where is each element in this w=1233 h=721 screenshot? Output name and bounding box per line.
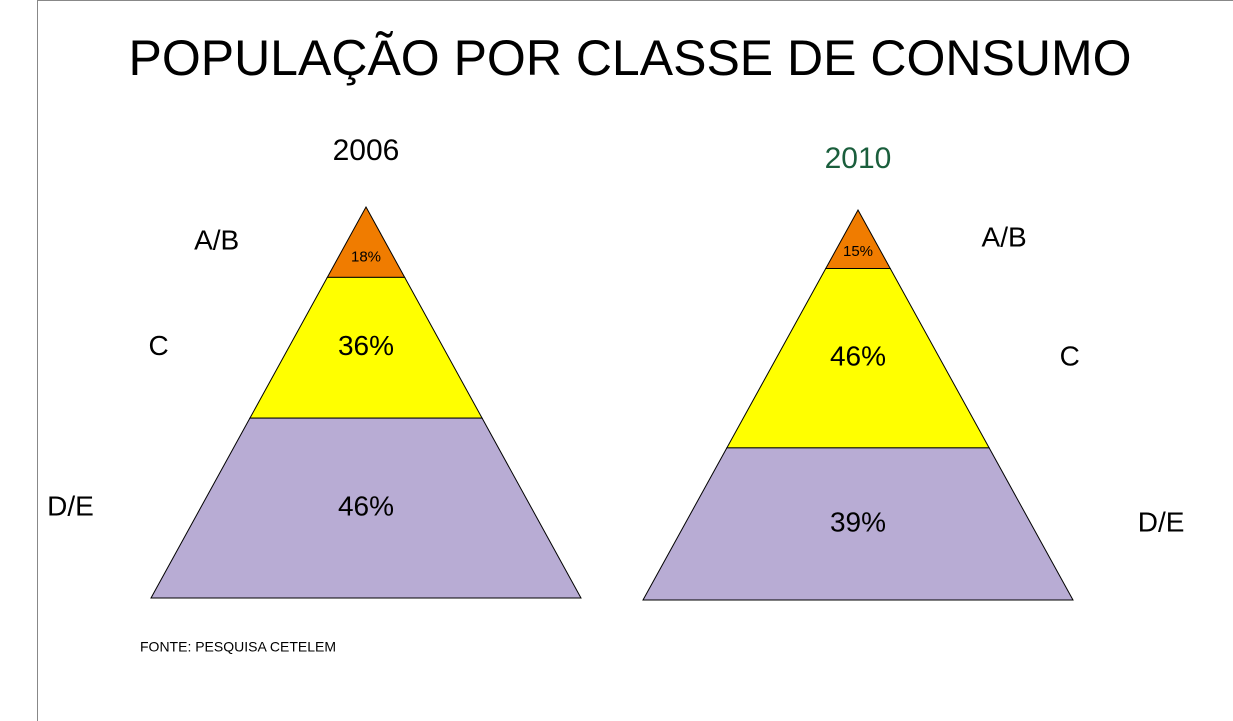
category-label: A/B (194, 225, 239, 256)
value-label: 39% (830, 506, 886, 537)
chart-title: 2006 (333, 134, 400, 167)
page-title: POPULAÇÃO POR CLASSE DE CONSUMO (128, 30, 1131, 86)
value-label: 36% (338, 330, 394, 361)
value-label: 18% (351, 249, 381, 266)
source: FONTE: PESQUISA CETELEM (140, 639, 336, 655)
category-label: C (148, 330, 168, 361)
pyramid-band (642, 447, 1074, 601)
category-label: A/B (982, 222, 1027, 253)
category-label: D/E (47, 490, 94, 521)
category-label: C (1060, 341, 1080, 372)
pyramid-band (150, 417, 582, 599)
category-label: D/E (1138, 506, 1185, 537)
value-label: 15% (843, 243, 873, 260)
value-label: 46% (338, 490, 394, 521)
value-label: 46% (830, 341, 886, 372)
chart-title: 2010 (825, 142, 892, 175)
frame (37, 0, 1233, 721)
